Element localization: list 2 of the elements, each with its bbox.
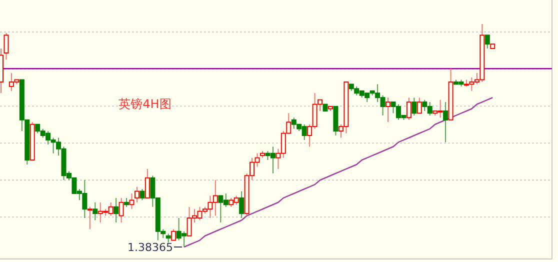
annotation: 1.38365 [128,241,174,254]
annotation: 英镑4H图 [118,97,172,111]
